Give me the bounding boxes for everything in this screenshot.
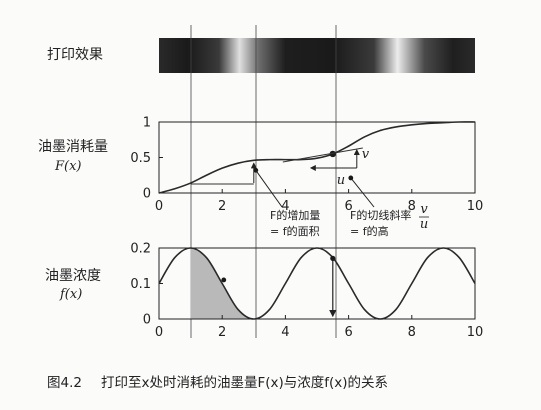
- tangent-point: [329, 150, 336, 158]
- consumption-x-tick-label: 6: [344, 199, 352, 214]
- consumption-x-tick-label: 4: [281, 199, 289, 214]
- note-slope-line1: F的切线斜率: [350, 208, 411, 222]
- consumption-y-tick-label: 0.5: [130, 151, 151, 166]
- density-x-tick-label: 6: [344, 325, 352, 340]
- density-ylabel: 油墨浓度: [45, 268, 101, 284]
- caption-text: 打印至x处时消耗的油墨量F(x)与浓度f(x)的关系: [101, 374, 388, 391]
- caption-number: 图4.2: [47, 375, 82, 391]
- area-leader-dot: [221, 277, 227, 283]
- consumption-ylabel-fn: F(x): [54, 159, 82, 174]
- note-slope-dot: [348, 175, 354, 181]
- density-x-tick-label: 10: [467, 325, 484, 340]
- note-slope-frac-num: v: [420, 202, 428, 217]
- v-symbol: v: [362, 147, 370, 162]
- density-height-point: [330, 255, 336, 261]
- note-area-dot: [253, 167, 259, 173]
- consumption-curve: [158, 121, 476, 194]
- density-y-tick-label: 0: [143, 313, 151, 328]
- note-area-line2: = f的面积: [270, 224, 320, 238]
- print-effect-strip: [159, 38, 475, 73]
- consumption-x-tick-label: 10: [467, 199, 484, 214]
- density-x-tick-label: 8: [408, 325, 416, 340]
- consumption-x-tick-label: 0: [155, 199, 163, 214]
- tangent-line: [282, 147, 363, 163]
- density-shaded-area: [190, 248, 254, 319]
- consumption-y-tick-label: 1: [143, 116, 151, 131]
- strip-label: 打印效果: [47, 46, 103, 63]
- note-slope-leader: [350, 177, 375, 208]
- density-chart: 油墨浓度 f(x) 0 2 4 6 8 10 0 0.1 0.2: [45, 242, 483, 341]
- consumption-x-tick-label: 2: [218, 199, 226, 214]
- consumption-x-tick-label: 8: [408, 199, 416, 214]
- note-slope-frac-den: u: [420, 217, 428, 232]
- density-y-tick-label: 0.1: [130, 277, 151, 292]
- density-x-tick-label: 2: [218, 325, 226, 340]
- note-slope-line2: = f的高: [350, 224, 389, 238]
- density-curve: [158, 247, 476, 320]
- note-area-leader: [255, 169, 283, 208]
- consumption-y-tick-label: 0: [143, 187, 151, 202]
- note-area-line1: F的增加量: [270, 208, 320, 222]
- density-x-tick-label: 4: [281, 325, 289, 340]
- density-x-tick-label: 0: [155, 325, 163, 340]
- consumption-ylabel: 油墨消耗量: [38, 139, 108, 155]
- density-ylabel-fn: f(x): [59, 287, 82, 302]
- density-y-tick-label: 0.2: [130, 242, 151, 257]
- u-symbol: u: [337, 173, 345, 188]
- figure-caption: 图4.2 打印至x处时消耗的油墨量F(x)与浓度f(x)的关系: [47, 374, 388, 391]
